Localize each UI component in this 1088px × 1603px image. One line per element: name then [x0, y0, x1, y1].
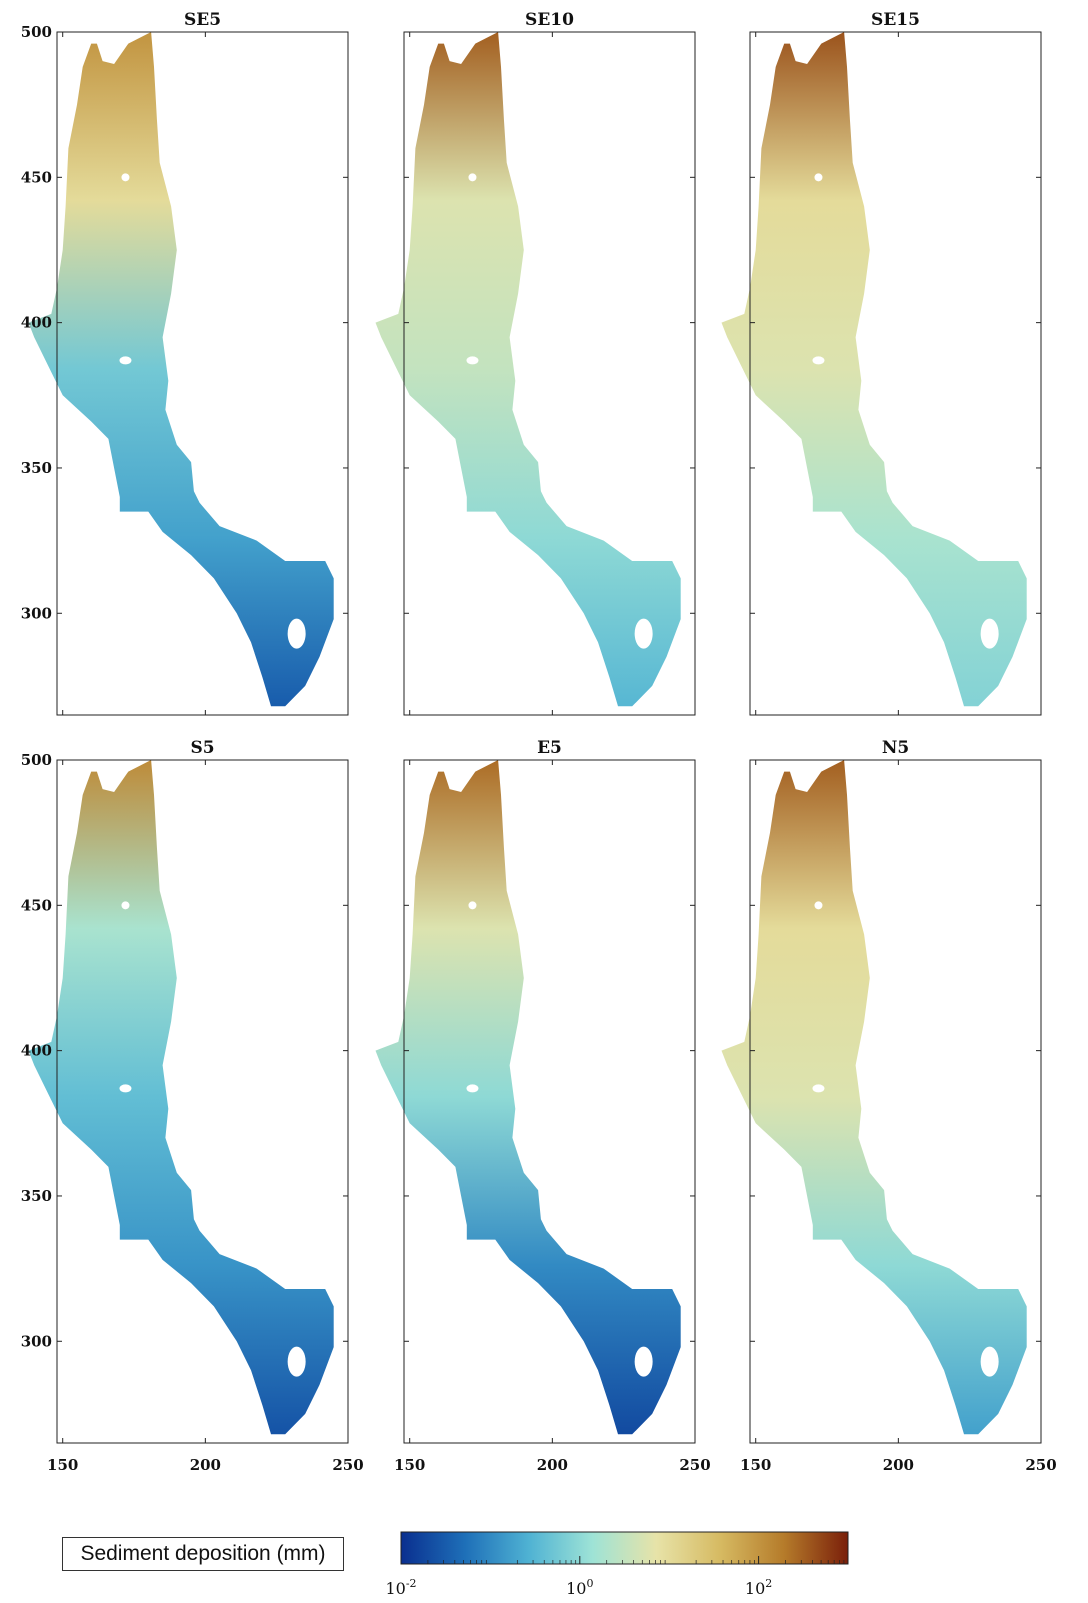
panel-frame [403, 31, 696, 716]
lake-deposition-map [721, 32, 1027, 707]
island-south [634, 618, 653, 649]
x-tick-label: 250 [332, 1456, 363, 1474]
island-north [468, 173, 477, 182]
lake-deposition-map [721, 760, 1027, 1435]
panel-title: SE5 [184, 10, 221, 30]
colorbar-tick-label: 102 [745, 1577, 772, 1598]
x-tick-label: 200 [883, 1456, 914, 1474]
colorbar-label: Sediment deposition (mm) [62, 1537, 344, 1571]
panel-frame [749, 31, 1042, 716]
x-tick-label: 150 [47, 1456, 78, 1474]
panel-title: S5 [190, 738, 214, 758]
y-tick-label: 500 [21, 751, 52, 769]
x-tick-label: 150 [394, 1456, 425, 1474]
map-panel-se15: SE15 [721, 10, 1042, 716]
lake-deposition-map [375, 32, 681, 707]
island-middle [466, 1084, 479, 1093]
y-tick-label: 350 [21, 1187, 52, 1205]
x-tick-label: 200 [537, 1456, 568, 1474]
island-north [814, 173, 823, 182]
panel-title: E5 [537, 738, 562, 758]
island-middle [119, 1084, 132, 1093]
map-panel-e5: E5 150 200 250 [375, 738, 711, 1474]
lake-deposition-map [375, 760, 681, 1435]
panel-frame [56, 31, 349, 716]
map-panel-se10: SE10 [375, 10, 696, 716]
y-tick-label: 300 [21, 604, 52, 622]
panel-title: SE10 [525, 10, 574, 30]
x-tick-label: 150 [740, 1456, 771, 1474]
island-north [121, 173, 130, 182]
panel-frame [56, 759, 349, 1444]
y-tick-label: 300 [21, 1332, 52, 1350]
panel-title: SE15 [871, 10, 920, 30]
island-middle [812, 1084, 825, 1093]
panel-title: N5 [882, 738, 909, 758]
colorbar: 10-2 100 102 [385, 1531, 849, 1598]
island-south [980, 618, 999, 649]
map-panel-n5: N5 150 200 250 [721, 738, 1057, 1474]
map-panel-se5: SE5 500 450 400 350 300 [21, 10, 349, 716]
colorbar-gradient [400, 1531, 849, 1565]
island-south [634, 1346, 653, 1377]
colorbar-tick-label: 10-2 [385, 1577, 416, 1598]
island-middle [466, 356, 479, 365]
x-tick-label: 200 [190, 1456, 221, 1474]
island-south [980, 1346, 999, 1377]
panel-frame [403, 759, 696, 1444]
island-north [814, 901, 823, 910]
y-tick-label: 450 [21, 896, 52, 914]
island-middle [119, 356, 132, 365]
island-south [287, 618, 306, 649]
panel-frame [749, 759, 1042, 1444]
island-south [287, 1346, 306, 1377]
island-middle [812, 356, 825, 365]
island-north [468, 901, 477, 910]
island-north [121, 901, 130, 910]
y-tick-label: 450 [21, 168, 52, 186]
lake-deposition-map [28, 760, 334, 1435]
map-panel-s5: S5 500 450 400 350 300 150 200 250 [21, 738, 364, 1474]
y-tick-label: 500 [21, 23, 52, 41]
colorbar-tick-label: 100 [566, 1577, 593, 1598]
x-tick-label: 250 [1025, 1456, 1056, 1474]
y-tick-label: 350 [21, 459, 52, 477]
x-tick-label: 250 [679, 1456, 710, 1474]
y-tick-label: 400 [21, 314, 52, 332]
lake-deposition-map [28, 32, 334, 707]
y-tick-label: 400 [21, 1042, 52, 1060]
